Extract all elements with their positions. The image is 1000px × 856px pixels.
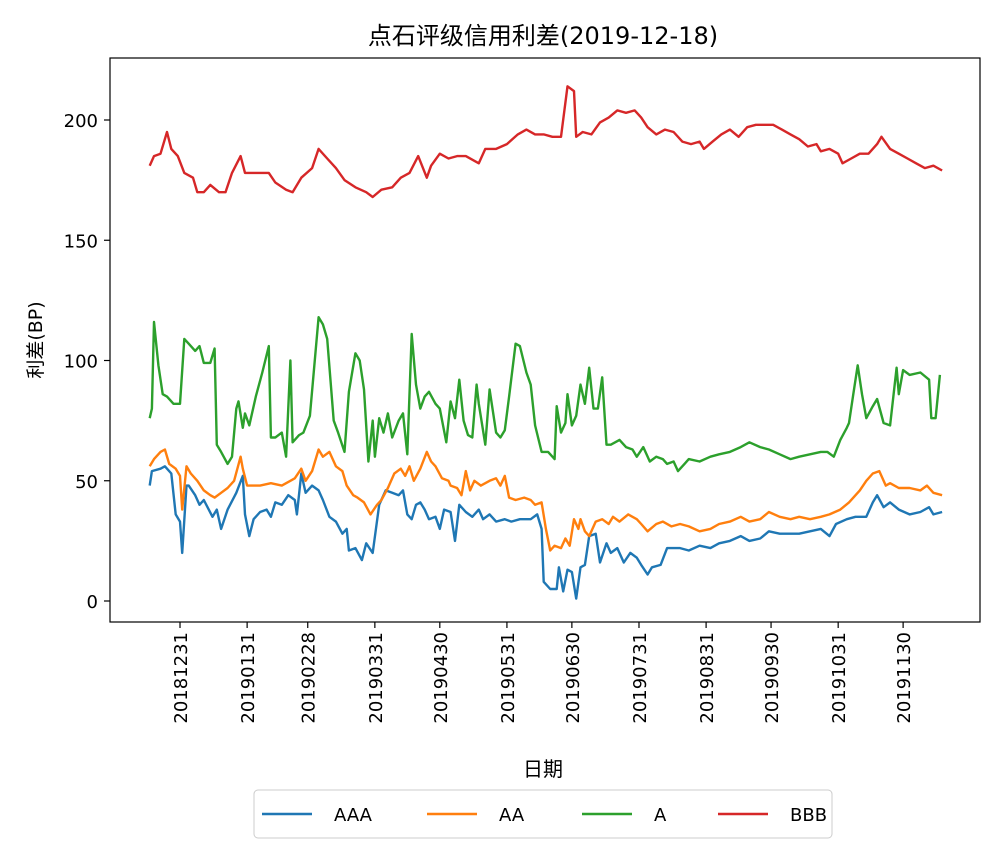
legend-label: BBB [790, 805, 827, 826]
x-tick-label: 20190228 [299, 632, 320, 724]
y-axis: 0 50 100 150 200 [64, 111, 110, 613]
x-tick-label: 20190731 [630, 632, 651, 724]
series-line-aa [148, 448, 943, 552]
y-tick-label: 150 [64, 231, 98, 252]
x-axis: 20181231 20190131 20190228 20190331 20190430… [171, 622, 915, 724]
series-line-bbb [148, 85, 943, 199]
series-line-aaa [148, 465, 943, 600]
chart-title: 点石评级信用利差(2019-12-18) [368, 22, 718, 50]
series-line-a [148, 316, 942, 473]
x-tick-label: 20191130 [894, 632, 915, 724]
y-axis-label: 利差(BP) [25, 301, 47, 378]
x-axis-label: 日期 [523, 757, 563, 781]
x-tick-label: 20190331 [366, 632, 387, 724]
x-tick-label: 20190131 [238, 632, 259, 724]
series-lines [148, 85, 943, 600]
x-tick-label: 20190430 [431, 632, 452, 724]
y-tick-label: 50 [75, 472, 98, 493]
x-tick-label: 20190930 [762, 632, 783, 724]
y-tick-label: 100 [64, 352, 98, 373]
x-tick-label: 20190531 [498, 632, 519, 724]
x-tick-label: 20190831 [697, 632, 718, 724]
legend-box [253, 789, 833, 839]
y-tick-label: 200 [64, 111, 98, 132]
legend-label: AA [499, 805, 525, 826]
x-tick-label: 20190630 [563, 632, 584, 724]
legend-label: A [654, 805, 667, 826]
legend-label: AAA [334, 805, 373, 826]
legend: AAA AA A BBB [253, 789, 833, 839]
x-tick-label: 20191031 [829, 632, 850, 724]
x-tick-label: 20181231 [171, 632, 192, 724]
y-tick-label: 0 [87, 592, 98, 613]
plot-area [109, 57, 981, 623]
